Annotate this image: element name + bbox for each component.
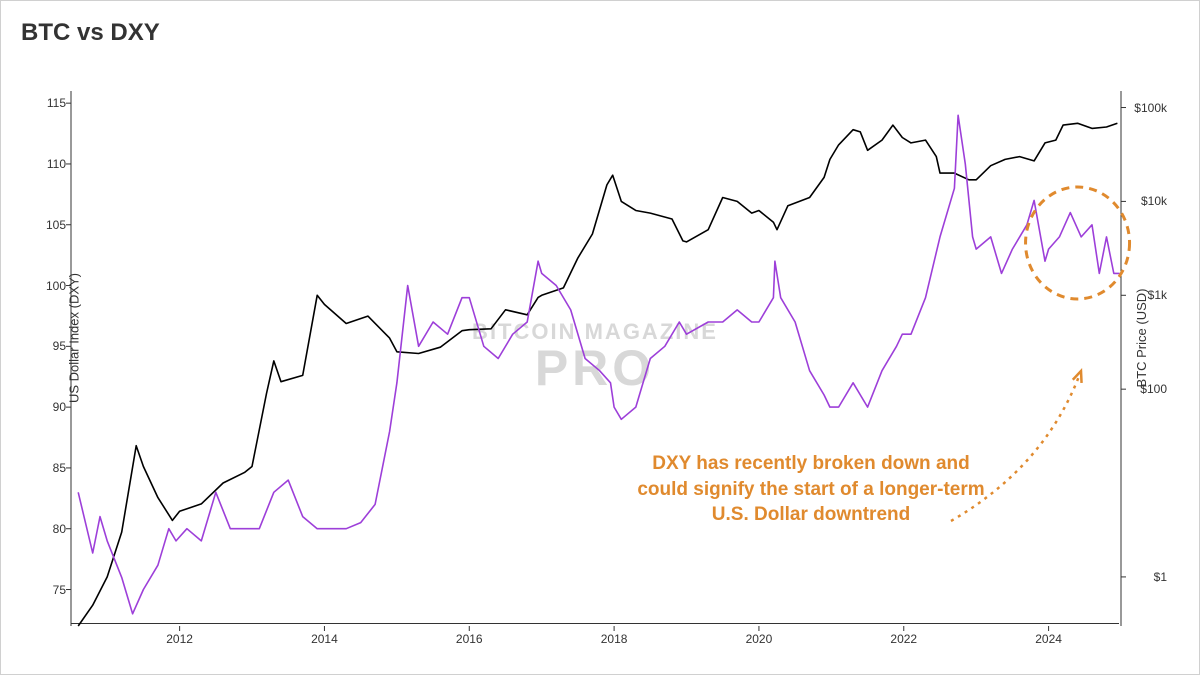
y-right-tick: $100k [1134, 101, 1167, 115]
x-tick: 2022 [890, 632, 917, 646]
y-left-tick: 115 [41, 96, 66, 110]
y-left-tick: 80 [41, 522, 66, 536]
annotation-line: could signify the start of a longer-term [581, 477, 1041, 503]
x-tick: 2014 [311, 632, 338, 646]
x-tick: 2016 [456, 632, 483, 646]
y-left-tick: 90 [41, 400, 66, 414]
y-left-tick: 95 [41, 339, 66, 353]
annotation-line: DXY has recently broken down and [581, 451, 1041, 477]
x-tick: 2012 [166, 632, 193, 646]
x-tick: 2020 [746, 632, 773, 646]
chart-title: BTC vs DXY [21, 19, 160, 47]
annotation-text: DXY has recently broken down andcould si… [581, 451, 1041, 528]
x-tick: 2024 [1035, 632, 1062, 646]
series-btc [78, 123, 1117, 626]
y-right-tick: $100 [1140, 382, 1167, 396]
y-axis-right-label: BTC Price (USD) [1134, 288, 1149, 387]
y-right-tick: $10k [1141, 194, 1167, 208]
plot-area: BITCOIN MAGAZINE PRO [71, 91, 1119, 624]
y-left-tick: 105 [41, 218, 66, 232]
chart-svg [71, 91, 1119, 623]
annotation-line: U.S. Dollar downtrend [581, 502, 1041, 528]
chart-container: BTC vs DXY US Dollar Index (DXY) BTC Pri… [0, 0, 1200, 675]
series-dxy [78, 115, 1119, 614]
y-left-tick: 75 [41, 583, 66, 597]
y-left-tick: 100 [41, 279, 66, 293]
y-left-tick: 85 [41, 461, 66, 475]
y-right-tick: $1 [1154, 570, 1167, 584]
y-left-tick: 110 [41, 157, 66, 171]
annotation-arrowhead [1073, 371, 1082, 383]
x-tick: 2018 [601, 632, 628, 646]
y-right-tick: $1k [1148, 288, 1167, 302]
